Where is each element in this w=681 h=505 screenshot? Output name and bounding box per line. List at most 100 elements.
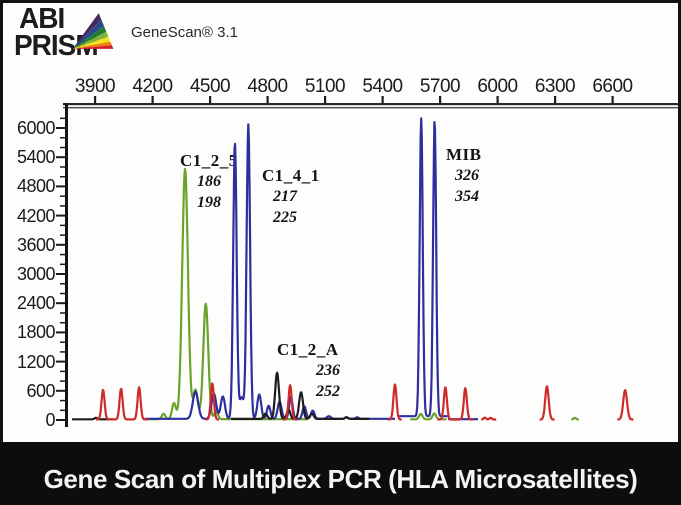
x-tick-label: 3900 <box>74 76 116 97</box>
blue-trace <box>397 117 449 418</box>
allele-size: 217 <box>273 188 297 205</box>
marker-name: C1_4_1 <box>262 166 320 185</box>
y-tick-label: 2400 <box>16 293 56 314</box>
y-tick-label: 5400 <box>16 147 56 168</box>
y-minor-tick <box>60 370 65 373</box>
x-tick <box>439 96 442 104</box>
x-tick-label: 6600 <box>592 76 633 97</box>
allele-size: 354 <box>455 188 479 205</box>
x-tick-label: 4200 <box>132 76 173 97</box>
x-tick <box>151 96 154 104</box>
y-tick-label: 0 <box>45 410 55 430</box>
y-minor-tick <box>60 283 65 285</box>
y-major-tick <box>56 185 65 188</box>
y-major-tick <box>56 214 65 217</box>
black-trace <box>71 416 114 421</box>
black-trace <box>230 371 370 420</box>
red-trace <box>437 386 474 421</box>
y-minor-tick <box>60 312 65 314</box>
x-tick <box>209 96 212 104</box>
allele-size: 225 <box>273 209 297 226</box>
x-tick-label: 5100 <box>304 76 346 97</box>
green-trace <box>144 167 309 421</box>
red-trace <box>95 386 149 421</box>
prism-triangle-icon <box>72 13 114 49</box>
marker-name: C1_2_A <box>277 340 339 359</box>
y-minor-tick <box>60 351 65 353</box>
y-major-tick <box>56 302 65 305</box>
x-tick-label: 6300 <box>534 76 576 97</box>
y-minor-tick <box>60 205 65 207</box>
y-major-tick <box>56 331 65 334</box>
y-minor-tick <box>60 175 65 178</box>
red-trace <box>539 385 556 421</box>
logo-abi-text: ABI <box>19 1 65 35</box>
x-tick <box>381 96 384 104</box>
x-tick <box>496 96 499 104</box>
caption-text: Gene Scan of Multiplex PCR (HLA Microsat… <box>43 464 638 494</box>
x-tick-label: 4500 <box>189 76 231 97</box>
y-major-tick <box>56 360 65 363</box>
x-tick-label: 4800 <box>247 76 288 97</box>
red-trace <box>387 383 403 421</box>
allele-size: 186 <box>197 173 221 190</box>
y-tick-label: 1200 <box>16 351 56 372</box>
x-axis-line-upper <box>63 103 681 106</box>
y-major-tick <box>56 243 65 246</box>
peak-label-c1_2_5: C1_2_5 186 198 <box>180 150 238 213</box>
y-minor-tick <box>60 341 65 343</box>
y-major-tick <box>56 389 65 392</box>
green-trace <box>570 416 580 421</box>
x-tick <box>554 96 557 104</box>
allele-size: 252 <box>316 383 340 400</box>
y-minor-tick <box>60 224 65 227</box>
y-minor-tick <box>60 117 65 120</box>
x-axis-line-lower <box>63 107 681 109</box>
x-tick <box>611 96 614 104</box>
y-tick-label: 3000 <box>16 264 56 284</box>
allele-size: 198 <box>197 194 221 211</box>
allele-size: 326 <box>455 167 479 184</box>
x-tick-label: 5700 <box>419 76 461 97</box>
y-tick-label: 4800 <box>16 176 56 197</box>
marker-name: MIB <box>446 145 482 164</box>
y-minor-tick <box>60 137 65 139</box>
y-major-tick <box>56 156 65 159</box>
y-minor-tick <box>60 195 65 197</box>
peak-label-c1_4_1: C1_4_1 217 225 <box>262 165 320 228</box>
y-tick-label: 6000 <box>16 118 56 138</box>
red-trace <box>282 384 298 421</box>
y-tick-label: 1800 <box>16 322 56 343</box>
peak-label-mib: MIB 326 354 <box>446 144 482 207</box>
y-minor-tick <box>60 292 65 295</box>
y-minor-tick <box>60 263 65 266</box>
caption-bar: Gene Scan of Multiplex PCR (HLA Microsat… <box>0 442 681 505</box>
allele-size: 236 <box>316 362 340 379</box>
y-minor-tick <box>60 166 65 168</box>
app-title: GeneScan® 3.1 <box>131 24 238 41</box>
y-major-tick <box>56 419 65 421</box>
x-tick-label: 6000 <box>477 76 518 97</box>
y-tick-label: 3600 <box>16 234 56 255</box>
x-tick <box>324 96 327 104</box>
peak-label-c1_2_a: C1_2_A 236 252 <box>277 339 340 402</box>
x-tick-label: 5400 <box>362 76 403 97</box>
y-major-tick <box>56 127 65 129</box>
y-minor-tick <box>60 146 65 149</box>
x-tick <box>94 96 97 104</box>
x-tick <box>266 96 269 104</box>
y-minor-tick <box>60 399 65 402</box>
marker-name: C1_2_5 <box>180 151 238 170</box>
red-trace <box>616 389 634 421</box>
y-tick-label: 4200 <box>16 205 56 226</box>
red-trace <box>205 382 220 421</box>
y-major-tick <box>56 273 65 275</box>
y-minor-tick <box>60 321 65 324</box>
y-axis-line <box>65 103 68 427</box>
y-minor-tick <box>60 253 65 256</box>
y-tick-label: 600 <box>26 380 55 401</box>
y-minor-tick <box>60 380 65 382</box>
red-trace <box>480 416 497 421</box>
